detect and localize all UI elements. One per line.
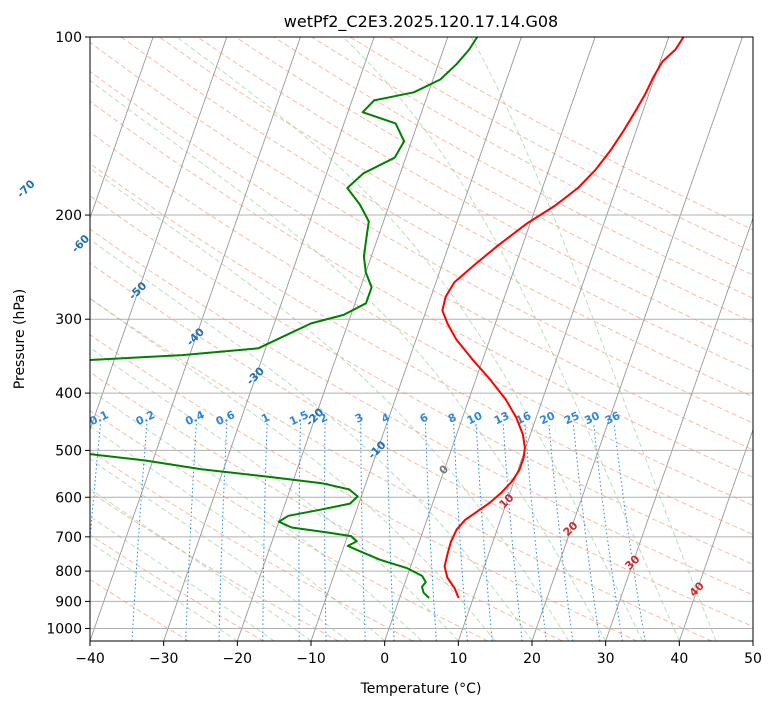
isotherm — [384, 37, 596, 641]
dry-adiabat — [90, 131, 753, 507]
plot-frame — [89, 36, 754, 642]
isotherm — [236, 37, 449, 641]
dewpoint-profile-line — [90, 453, 430, 599]
moist-adiabat — [176, 37, 643, 641]
dry-adiabat — [159, 37, 753, 372]
dry-adiabat — [90, 491, 339, 641]
dry-adiabat — [90, 228, 753, 596]
isotherm — [752, 639, 753, 641]
moist-adiabat — [90, 458, 349, 641]
profile-series — [90, 37, 685, 599]
x-tick-label: −20 — [223, 651, 253, 667]
dry-adiabat — [90, 70, 753, 451]
y-tick-label: 1000 — [46, 621, 82, 637]
y-tick-label: 100 — [55, 30, 82, 46]
isotherm — [90, 37, 301, 641]
dry-adiabat — [90, 262, 753, 628]
dewpoint-profile-line — [90, 37, 479, 362]
moist-adiabat — [90, 425, 386, 641]
x-tick-label: 0 — [380, 651, 389, 667]
y-tick-label: 600 — [55, 490, 82, 506]
x-tick-label: 50 — [744, 651, 762, 667]
y-tick-label: 200 — [55, 208, 82, 224]
moist-adiabat — [90, 488, 312, 641]
x-axis-label: Temperature (°C) — [360, 681, 482, 697]
mixing-ratio-label: 30 — [582, 409, 602, 427]
x-tick-label: −40 — [75, 651, 105, 667]
y-tick-label: 400 — [55, 386, 82, 402]
x-tick-label: 40 — [670, 651, 688, 667]
moist-adiabat — [470, 37, 717, 641]
isotherm-label: -60 — [69, 232, 92, 255]
plot-background — [90, 37, 753, 641]
dry-adiabat — [388, 37, 753, 231]
isotherm — [0, 37, 6, 641]
moist-adiabat — [90, 297, 496, 641]
mixing-ratio-label: 20 — [538, 409, 558, 427]
dry-adiabat — [90, 41, 753, 424]
moist-adiabat — [90, 389, 422, 641]
y-axis: 100 200 300 400 500 600 700 800 900 1000 — [46, 30, 90, 637]
isotherm-label: -70 — [14, 177, 37, 200]
mixing-ratio-label: 25 — [562, 409, 581, 427]
mixing-ratio-label: 13 — [492, 409, 511, 427]
y-tick-label: 900 — [55, 594, 82, 610]
x-tick-label: 20 — [523, 651, 541, 667]
reference-lines — [0, 37, 753, 641]
y-axis-label: Pressure (hPa) — [12, 289, 28, 389]
moist-adiabat — [90, 347, 459, 641]
dry-adiabat — [90, 334, 638, 641]
isotherm — [531, 37, 743, 641]
mixing-ratio-label: 10 — [465, 409, 485, 427]
moist-adiabat — [342, 37, 680, 641]
chart-title: wetPf2_C2E3.2025.120.17.14.G08 — [284, 12, 558, 32]
temperature-profile-line — [441, 37, 685, 599]
isotherm — [90, 37, 228, 431]
isotherm — [678, 428, 753, 641]
isotherm — [90, 37, 154, 220]
dry-adiabat — [197, 37, 753, 347]
dry-adiabat — [90, 100, 753, 478]
mixing-ratio-label: 36 — [603, 409, 623, 427]
x-tick-label: 10 — [449, 651, 467, 667]
y-tick-label: 500 — [55, 443, 82, 459]
moist-adiabat — [90, 167, 570, 641]
dry-adiabat — [90, 195, 753, 565]
x-tick-label: −10 — [296, 651, 326, 667]
isotherm — [310, 37, 522, 641]
dry-adiabat — [273, 37, 753, 299]
y-tick-label: 300 — [55, 312, 82, 328]
dry-adiabat — [90, 297, 712, 641]
isotherm — [163, 37, 375, 641]
dry-adiabat — [90, 534, 264, 641]
dry-adiabat — [90, 162, 753, 536]
x-tick-label: −30 — [149, 651, 179, 667]
y-tick-label: 800 — [55, 564, 82, 580]
isotherm — [605, 216, 753, 641]
x-tick-label: 30 — [597, 651, 615, 667]
isotherm — [457, 37, 670, 641]
x-axis: −40 −30 −20 −10 0 10 20 30 40 50 — [75, 641, 762, 667]
y-tick-label: 700 — [55, 530, 82, 546]
dry-adiabat — [311, 37, 753, 276]
moist-adiabat — [90, 79, 607, 641]
